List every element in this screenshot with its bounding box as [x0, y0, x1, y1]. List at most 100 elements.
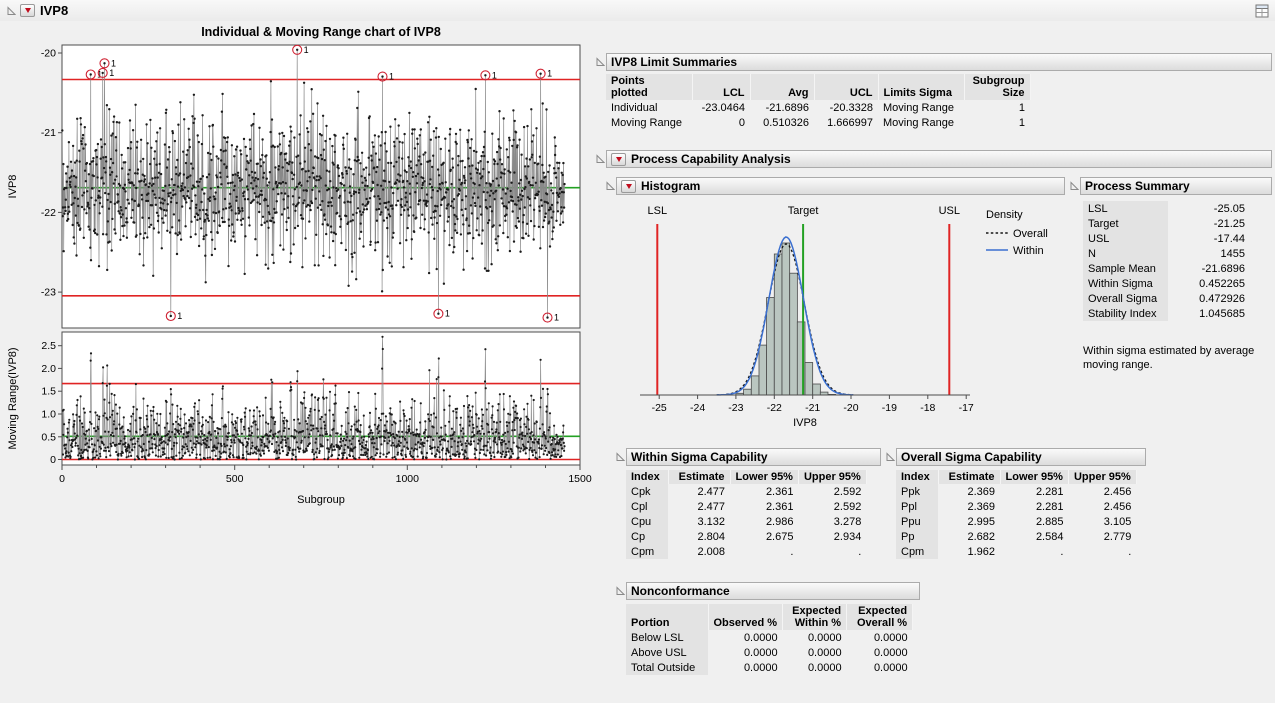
limit-summaries-header[interactable]: IVP8 Limit Summaries — [606, 53, 1272, 71]
cell: Moving Range — [878, 100, 964, 115]
process-capability-title: Process Capability Analysis — [631, 152, 791, 166]
cell: Cpk — [626, 484, 668, 499]
col-header: Estimate — [938, 470, 1000, 484]
cell: 0.0000 — [847, 645, 913, 660]
cell: 0.0000 — [847, 630, 913, 645]
cell: Cpl — [626, 499, 668, 514]
table-row: Cpk2.4772.3612.592 — [626, 484, 866, 499]
histogram-header[interactable]: Histogram — [616, 177, 1065, 195]
svg-text:-22: -22 — [767, 402, 782, 414]
cell: Cp — [626, 529, 668, 544]
cell: 0.0000 — [708, 630, 783, 645]
cell: 2.361 — [730, 484, 798, 499]
cell: N — [1083, 246, 1168, 261]
cell: 2.592 — [798, 484, 866, 499]
cell: 3.105 — [1068, 514, 1136, 529]
moving-range-plot: 00.51.01.52.02.5 — [41, 332, 580, 466]
table-row: Ppk2.3692.2812.456 — [896, 484, 1136, 499]
table-row: Total Outside0.00000.00000.0000 — [626, 660, 913, 675]
process-summary-header[interactable]: Process Summary — [1080, 177, 1272, 195]
cell: 2.281 — [1000, 499, 1068, 514]
col-header: Observed % — [708, 604, 783, 630]
svg-text:Individual & Moving Range char: Individual & Moving Range chart of IVP8 — [201, 25, 441, 39]
limit-summaries-title: IVP8 Limit Summaries — [611, 55, 737, 69]
col-header: UCL — [814, 74, 878, 100]
svg-text:0: 0 — [50, 454, 56, 466]
nonconformance-header[interactable]: Nonconformance — [626, 582, 920, 600]
within-sigma-note: Within sigma estimated by average moving… — [1083, 344, 1273, 373]
table-row: Above USL0.00000.00000.0000 — [626, 645, 913, 660]
svg-text:1: 1 — [492, 70, 497, 80]
col-header: Avg — [750, 74, 814, 100]
cell: 2.281 — [1000, 484, 1068, 499]
table-row: Within Sigma0.452265 — [1083, 276, 1250, 291]
cell: 1 — [964, 100, 1030, 115]
table-row: Ppu2.9952.8853.105 — [896, 514, 1136, 529]
overall-capability-table: Index Estimate Lower 95% Upper 95% Ppk2.… — [896, 470, 1137, 559]
cell: 2.008 — [668, 544, 730, 559]
cell: -17.44 — [1168, 231, 1250, 246]
report-title: IVP8 — [40, 3, 68, 18]
disclosure-icon[interactable] — [615, 452, 625, 462]
red-triangle-menu[interactable] — [20, 4, 35, 17]
overall-capability-header[interactable]: Overall Sigma Capability — [896, 448, 1146, 466]
table-row: Pp2.6822.5842.779 — [896, 529, 1136, 544]
cell: Total Outside — [626, 660, 708, 675]
svg-text:1500: 1500 — [568, 473, 592, 485]
cell: -25.05 — [1168, 201, 1250, 216]
red-triangle-icon — [626, 184, 632, 189]
cell: 0.0000 — [783, 660, 847, 675]
cell: . — [798, 544, 866, 559]
svg-text:-18: -18 — [920, 402, 935, 414]
cell: Pp — [896, 529, 938, 544]
svg-text:Density: Density — [986, 209, 1023, 221]
svg-text:1: 1 — [547, 69, 552, 79]
svg-text:-23: -23 — [41, 287, 56, 299]
cell: 0.452265 — [1168, 276, 1250, 291]
col-header: ExpectedWithin % — [783, 604, 847, 630]
svg-text:-20: -20 — [843, 402, 858, 414]
cell: 0.510326 — [750, 115, 814, 130]
disclosure-icon[interactable] — [6, 6, 16, 16]
col-header: ExpectedOverall % — [847, 604, 913, 630]
cell: 0.472926 — [1168, 291, 1250, 306]
red-triangle-menu[interactable] — [611, 153, 626, 166]
disclosure-icon[interactable] — [615, 586, 625, 596]
cell: Ppk — [896, 484, 938, 499]
svg-text:-24: -24 — [690, 402, 705, 414]
cell: 2.779 — [1068, 529, 1136, 544]
red-triangle-menu[interactable] — [621, 180, 636, 193]
overall-capability-title: Overall Sigma Capability — [901, 450, 1042, 464]
journal-window-icon[interactable] — [1255, 4, 1269, 18]
cell: 1455 — [1168, 246, 1250, 261]
within-capability-title: Within Sigma Capability — [631, 450, 768, 464]
cell: -21.25 — [1168, 216, 1250, 231]
disclosure-icon[interactable] — [595, 154, 605, 164]
capability-histogram[interactable]: LSLTargetUSL-25-24-23-22-21-20-19-18-17I… — [598, 198, 1078, 443]
process-capability-header[interactable]: Process Capability Analysis — [606, 150, 1272, 168]
cell: 0.0000 — [708, 645, 783, 660]
col-header: Index — [626, 470, 668, 484]
table-row: Overall Sigma0.472926 — [1083, 291, 1250, 306]
disclosure-icon[interactable] — [885, 452, 895, 462]
imr-chart[interactable]: Individual & Moving Range chart of IVP8 -… — [2, 20, 598, 532]
col-header: Pointsplotted — [606, 74, 692, 100]
col-header: Lower 95% — [1000, 470, 1068, 484]
cell: 2.675 — [730, 529, 798, 544]
cell: 0.0000 — [783, 645, 847, 660]
cell: 2.592 — [798, 499, 866, 514]
cell: 2.456 — [1068, 484, 1136, 499]
disclosure-icon[interactable] — [595, 57, 605, 67]
subgroup-axis: 050010001500Subgroup — [59, 465, 592, 506]
cell: Target — [1083, 216, 1168, 231]
within-capability-header[interactable]: Within Sigma Capability — [626, 448, 881, 466]
disclosure-icon[interactable] — [1069, 181, 1079, 191]
nonconformance-table: Portion Observed % ExpectedWithin % Expe… — [626, 604, 913, 675]
red-triangle-icon — [616, 157, 622, 162]
cell: Cpm — [626, 544, 668, 559]
svg-text:500: 500 — [226, 473, 244, 485]
svg-text:-21: -21 — [805, 402, 820, 414]
disclosure-icon[interactable] — [605, 181, 615, 191]
svg-text:1.5: 1.5 — [41, 386, 56, 398]
table-row: Cp2.8042.6752.934 — [626, 529, 866, 544]
